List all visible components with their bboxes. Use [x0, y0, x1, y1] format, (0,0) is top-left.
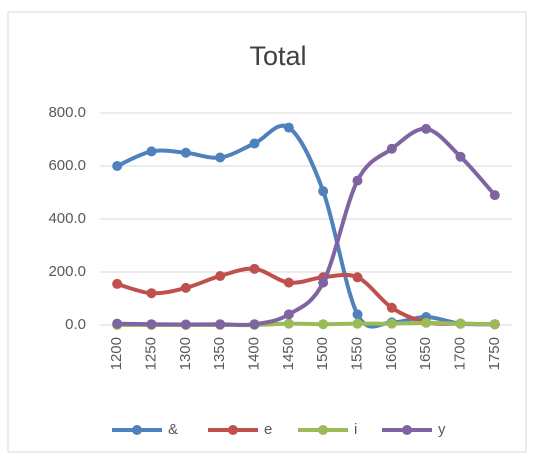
legend-label: y — [438, 421, 446, 438]
y-tick-label: 800.0 — [48, 104, 86, 121]
data-point — [455, 151, 466, 162]
data-point — [386, 143, 397, 154]
y-tick-label: 600.0 — [48, 157, 86, 174]
data-point — [352, 272, 363, 283]
y-tick-label: 0.0 — [65, 316, 86, 333]
data-point — [352, 309, 363, 320]
data-point — [249, 138, 260, 149]
legend-marker — [318, 425, 328, 435]
data-point — [283, 309, 294, 320]
data-point — [215, 319, 226, 330]
data-point — [283, 122, 294, 133]
data-point — [146, 288, 157, 299]
legend-label: i — [354, 421, 357, 438]
legend-label: e — [264, 421, 272, 438]
x-tick-label: 1750 — [486, 337, 503, 370]
data-point — [146, 146, 157, 157]
data-point — [352, 175, 363, 186]
legend-marker — [402, 425, 412, 435]
data-point — [386, 302, 397, 313]
data-point — [318, 319, 329, 330]
x-tick-label: 1650 — [417, 337, 434, 370]
data-point — [112, 318, 123, 329]
y-tick-label: 400.0 — [48, 210, 86, 227]
y-tick-label: 200.0 — [48, 263, 86, 280]
data-point — [112, 161, 123, 171]
data-point — [386, 318, 397, 329]
chart-frame — [7, 11, 527, 453]
data-point — [283, 318, 294, 329]
data-point — [180, 319, 191, 330]
legend-marker — [132, 425, 142, 435]
x-tick-label: 1500 — [314, 337, 331, 370]
x-tick-label: 1300 — [177, 337, 194, 370]
x-tick-label: 1450 — [280, 337, 297, 370]
legend-marker — [228, 425, 238, 435]
chart-title: Total — [249, 41, 306, 71]
data-point — [489, 190, 500, 201]
data-point — [249, 263, 260, 274]
x-tick-label: 1250 — [142, 337, 159, 370]
data-point — [249, 319, 260, 330]
data-point — [180, 147, 191, 158]
x-tick-label: 1200 — [108, 337, 125, 370]
data-point — [215, 152, 226, 163]
x-tick-label: 1700 — [451, 337, 468, 370]
data-point — [318, 186, 329, 197]
x-tick-label: 1600 — [383, 337, 400, 370]
data-point — [421, 123, 432, 134]
data-point — [112, 278, 123, 289]
data-point — [215, 270, 226, 281]
data-point — [455, 318, 466, 329]
legend-label: & — [168, 421, 178, 438]
data-point — [146, 319, 157, 330]
data-point — [421, 317, 432, 328]
x-tick-label: 1400 — [245, 337, 262, 370]
x-tick-label: 1550 — [348, 337, 365, 370]
data-point — [180, 282, 191, 293]
data-point — [489, 319, 500, 330]
data-point — [352, 318, 363, 329]
data-point — [283, 277, 294, 288]
x-tick-label: 1350 — [211, 337, 228, 370]
data-point — [318, 277, 329, 288]
